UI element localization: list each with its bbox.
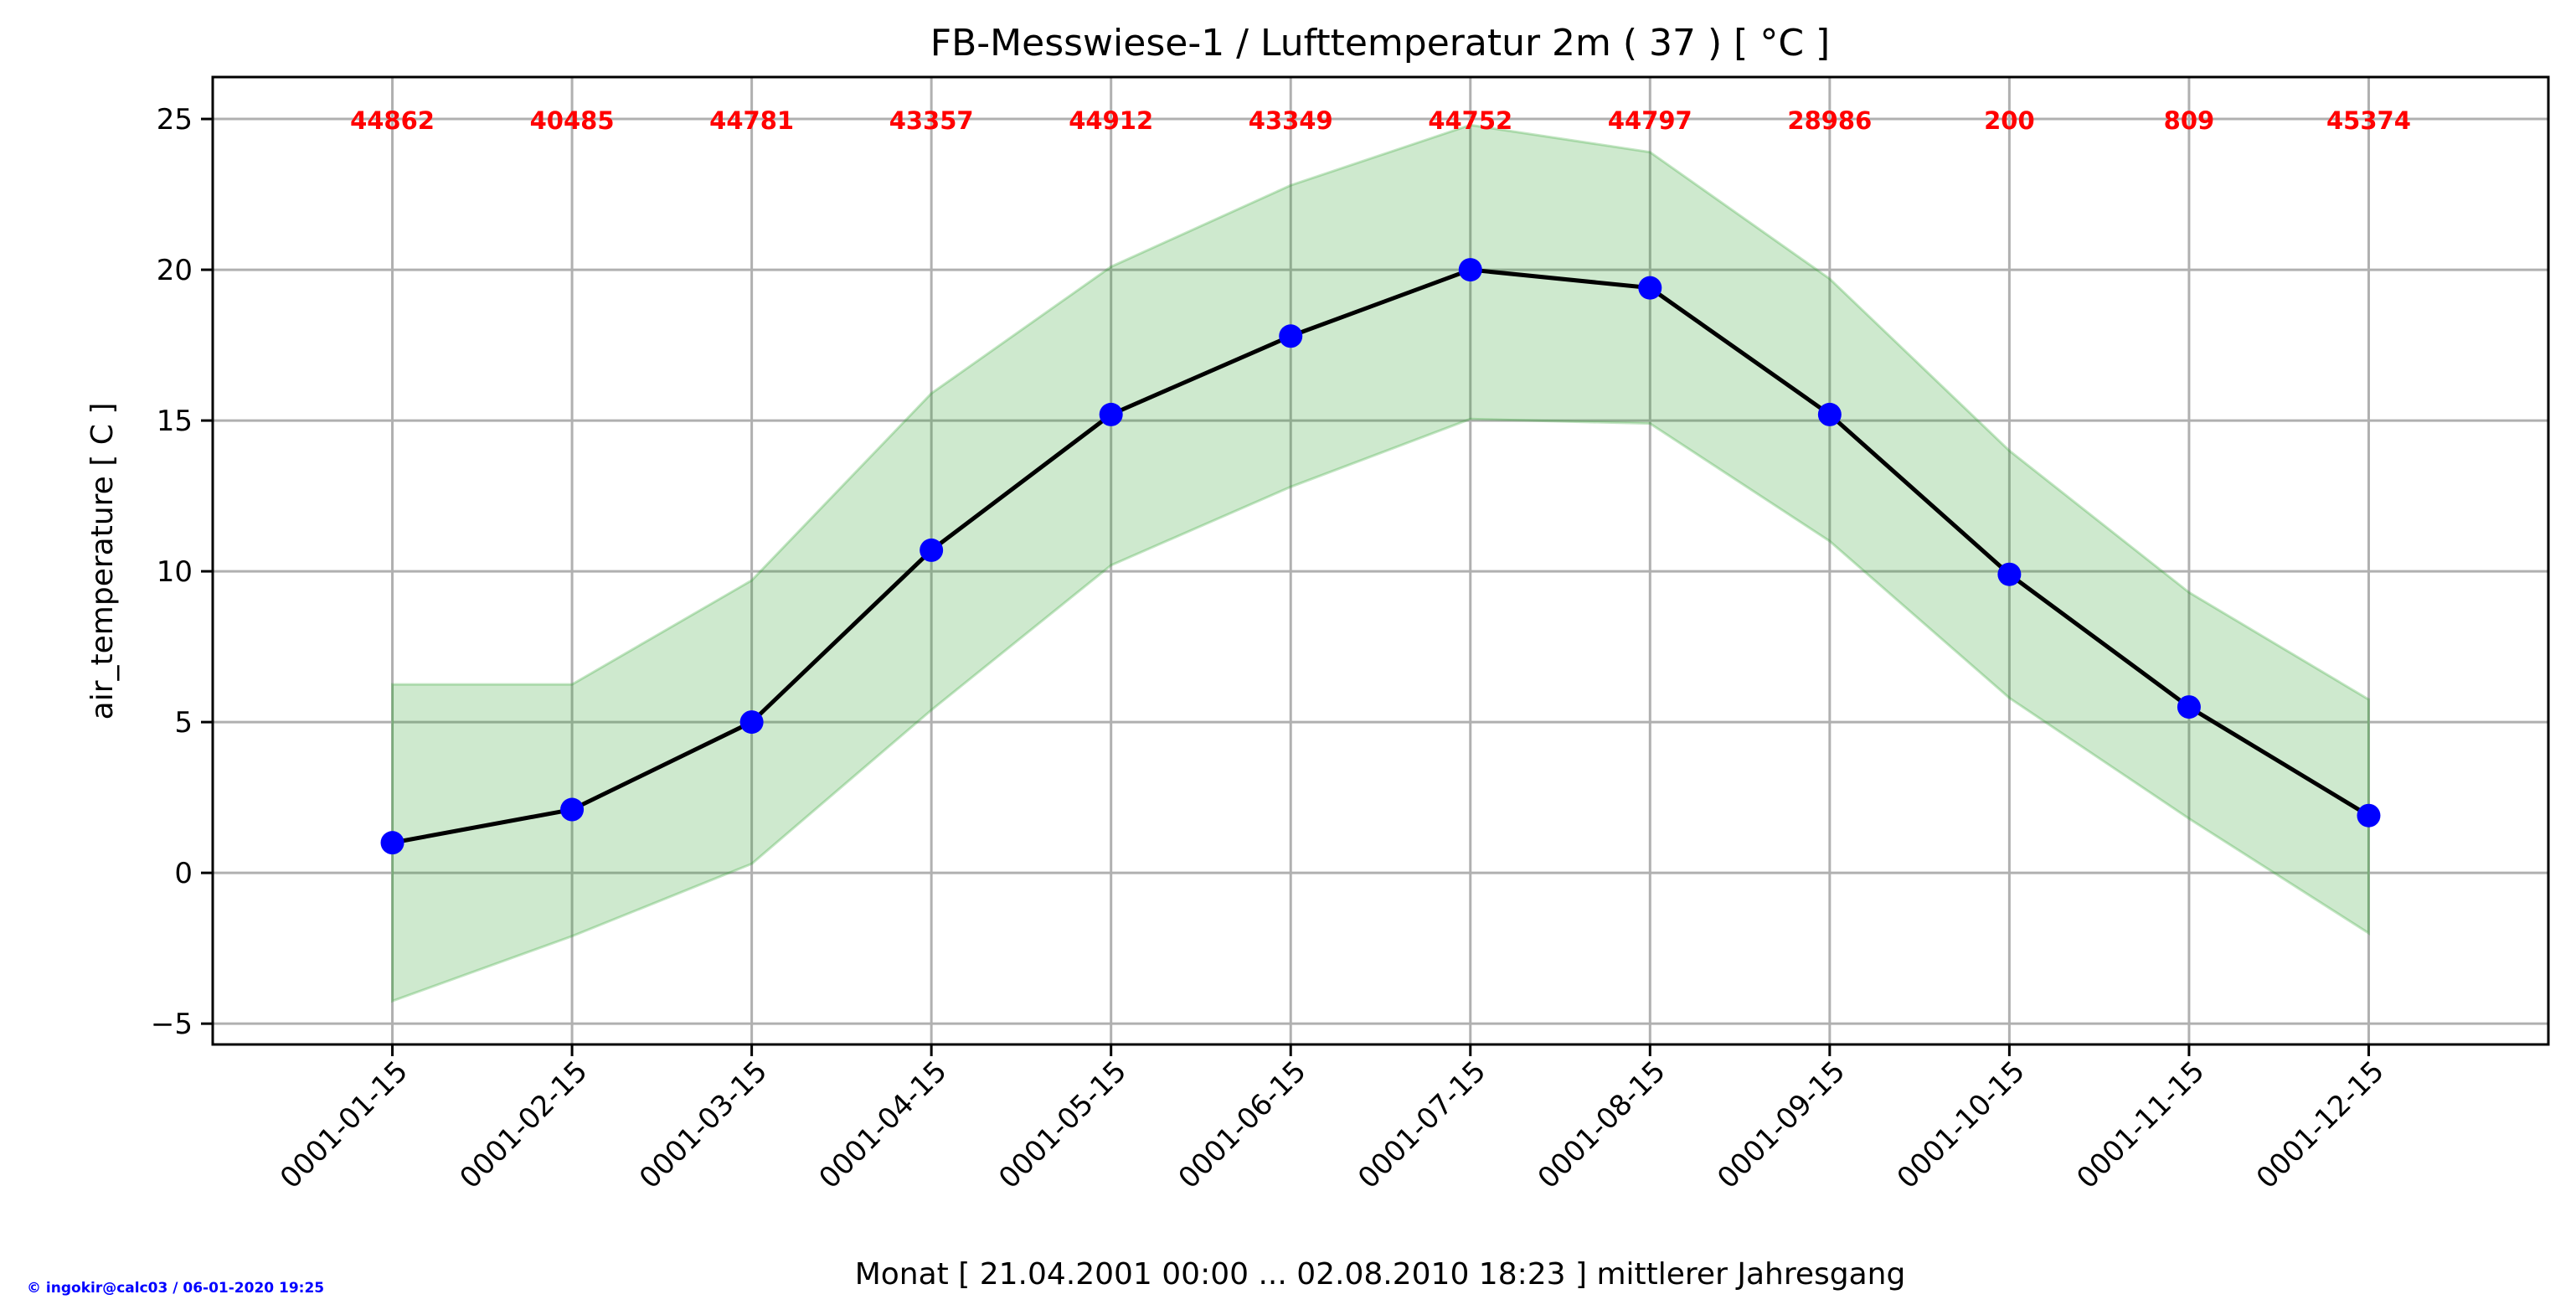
line-layer [392, 267, 2370, 845]
mean-point [739, 710, 764, 735]
count-label: 44862 [350, 106, 435, 135]
y-tick-label: −5 [151, 1008, 193, 1041]
mean-point [1638, 276, 1662, 300]
mean-point [1099, 402, 1123, 426]
count-label: 200 [1984, 106, 2035, 135]
y-tick-label: 20 [157, 254, 193, 287]
count-label: 43357 [889, 106, 974, 135]
y-axis-label: air_temperature [ C ] [85, 403, 120, 720]
count-label: 44752 [1428, 106, 1512, 135]
min-max-band [391, 123, 2370, 1003]
count-label: 45374 [2326, 106, 2411, 135]
y-tick-label: 0 [174, 857, 193, 890]
mean-point [2177, 695, 2201, 719]
mean-line [392, 267, 2370, 845]
x-axis-label: Monat [ 21.04.2001 00:00 ... 02.08.2010 … [855, 1257, 1906, 1292]
mean-point [1997, 562, 2022, 586]
mean-point [560, 797, 585, 822]
mean-point [920, 538, 944, 562]
y-tick-label: 10 [157, 555, 193, 589]
band-layer [391, 123, 2370, 1003]
count-label: 28986 [1787, 106, 1872, 135]
mean-point [1279, 324, 1303, 348]
y-tick-label: 25 [157, 103, 193, 137]
mean-point [1817, 402, 1842, 426]
count-label: 44797 [1608, 106, 1692, 135]
y-axis: −5 0 5 10 15 20 25 [151, 103, 213, 1041]
y-tick-label: 5 [174, 706, 193, 740]
count-label: 44781 [709, 106, 794, 135]
y-tick-label: 15 [157, 405, 193, 438]
chart-title: FB-Messwiese-1 / Lufttemperatur 2m ( 37 … [930, 22, 1830, 64]
copyright-notice: © ingokir@calc03 / 06-01-2020 19:25 [27, 1280, 324, 1297]
count-label: 40485 [530, 106, 615, 135]
mean-point [380, 831, 404, 855]
axes-frame [211, 75, 2550, 1046]
count-label: 809 [2164, 106, 2215, 135]
count-label: 44912 [1069, 106, 1153, 135]
mean-point [2357, 803, 2381, 828]
count-label: 43349 [1249, 106, 1333, 135]
marker-layer [380, 258, 2381, 855]
mean-point [1458, 258, 1482, 282]
count-labels: 44862 40485 44781 43357 44912 43349 44752 44797… [350, 106, 2411, 135]
